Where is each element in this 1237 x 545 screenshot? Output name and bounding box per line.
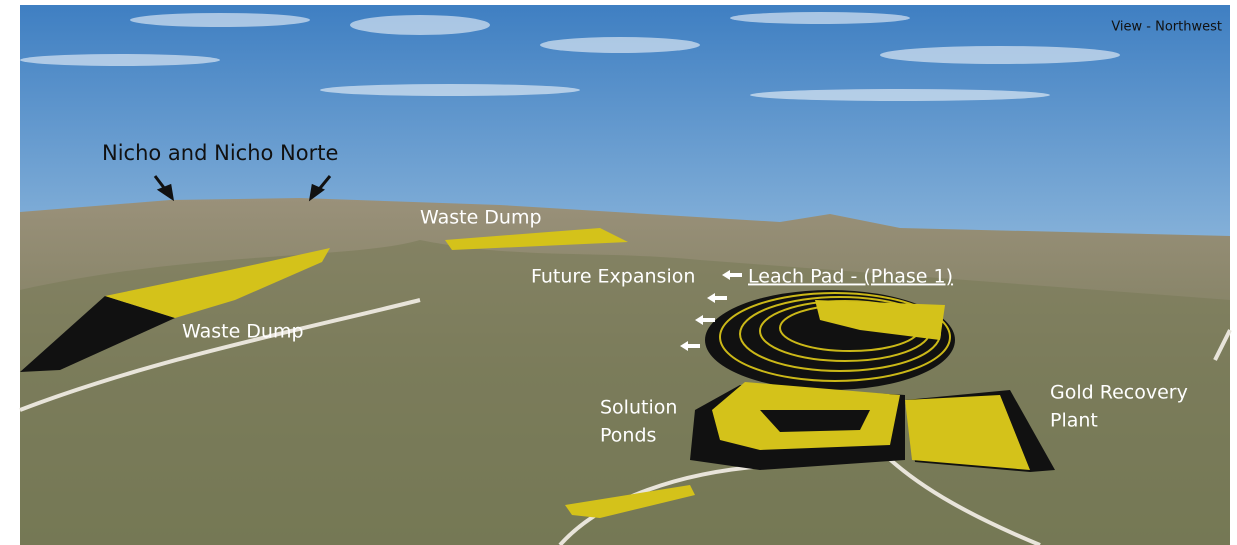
- gold-recovery-label: Plant: [1050, 410, 1098, 432]
- view-label: View - Northwest: [1111, 20, 1222, 35]
- waste-dump-north: [445, 228, 628, 250]
- leach-pad-label: Leach Pad - (Phase 1): [748, 266, 953, 288]
- waste-dump-north-label: Waste Dump: [420, 207, 542, 229]
- clouds: [20, 12, 1120, 101]
- solution-ponds-label: Ponds: [600, 425, 656, 447]
- roads: [19, 298, 1232, 545]
- waste-dump-west-label: Waste Dump: [182, 321, 304, 343]
- gold-recovery-label: Gold Recovery: [1050, 382, 1188, 404]
- waste-dump-slope: [20, 296, 175, 372]
- nicho-label: Nicho and Nicho Norte: [102, 141, 338, 165]
- future-expansion-label: Future Expansion: [531, 266, 695, 288]
- pipeline: [565, 485, 695, 518]
- solution-ponds-label: Solution: [600, 397, 677, 419]
- waste-dump-west: [105, 248, 330, 318]
- expansion-arrows: [680, 270, 742, 351]
- gold-recovery-plant: [905, 395, 1030, 470]
- pond-inner: [760, 410, 870, 432]
- leach-pad-top: [815, 300, 945, 340]
- nicho-arrows: [153, 175, 332, 202]
